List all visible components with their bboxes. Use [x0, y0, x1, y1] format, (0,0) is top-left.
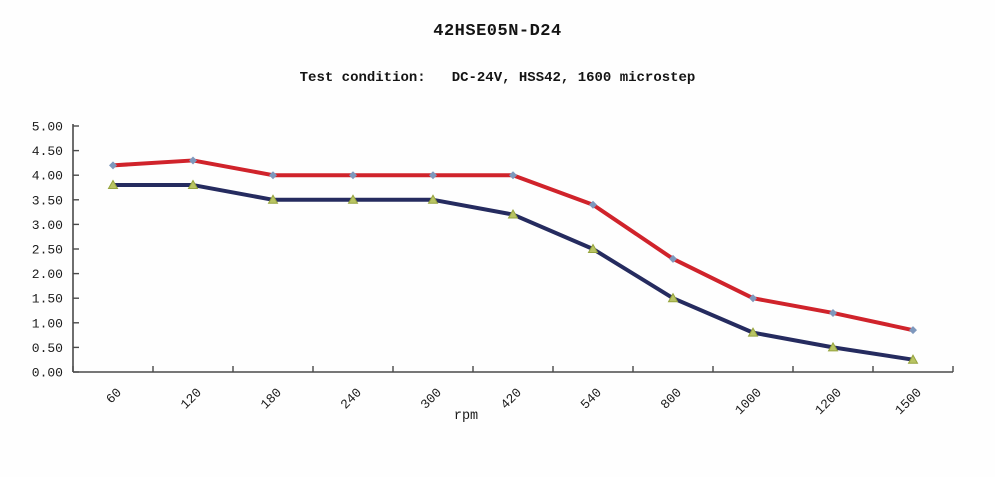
triangle-marker — [667, 292, 679, 303]
diamond-marker — [429, 171, 437, 180]
triangle-marker — [427, 194, 439, 204]
y-tick-label: 4.00 — [32, 169, 63, 184]
x-tick-label: 300 — [418, 385, 445, 412]
diamond-marker — [509, 171, 517, 180]
triangle-marker — [827, 341, 839, 352]
y-tick-label: 0.50 — [32, 341, 63, 356]
y-tick-labels: 0.00 0.50 1.00 1.50 2.00 2.50 3.00 3.50 4.00 4.50… — [32, 120, 63, 381]
x-tick-label: 540 — [578, 385, 605, 412]
diamond-marker — [269, 171, 277, 180]
diamond-marker — [589, 200, 597, 209]
x-tick-label: 800 — [658, 385, 685, 412]
diamond-marker — [749, 294, 757, 303]
triangle-marker — [187, 179, 199, 190]
x-tick-label: 1500 — [892, 385, 925, 418]
diamond-marker — [829, 308, 837, 317]
series-red-upper-curve — [111, 158, 915, 333]
y-tick-label: 1.00 — [32, 316, 63, 331]
x-tick-label: 420 — [498, 385, 525, 412]
x-ticks — [72, 366, 954, 372]
torque-curve-chart: 0.00 0.50 1.00 1.50 2.00 2.50 3.00 3.50 4.00 4.50… — [32, 120, 954, 424]
triangle-marker — [507, 209, 519, 219]
y-tick-label: 2.50 — [32, 243, 63, 258]
diamond-marker — [109, 161, 117, 170]
triangle-marker — [747, 327, 759, 337]
triangle-marker — [107, 179, 119, 190]
test-condition-value: DC-24V, HSS42, 1600 microstep — [451, 70, 696, 86]
x-tick-label: 240 — [338, 385, 365, 412]
triangle-marker — [347, 194, 359, 204]
y-tick-label: 1.50 — [32, 292, 63, 307]
chart-region: 0.00 0.50 1.00 1.50 2.00 2.50 3.00 3.50 4.00 4.50… — [0, 110, 995, 470]
chart-title: 42HSE05N-D24 — [433, 22, 562, 41]
diamond-marker — [909, 326, 917, 335]
y-tick-label: 0.00 — [32, 366, 63, 381]
x-tick-label: 60 — [103, 385, 125, 407]
diamond-marker — [669, 254, 677, 263]
y-tick-label: 5.00 — [32, 120, 63, 135]
triangle-marker — [267, 194, 279, 204]
markers-navy-lower-curve — [107, 179, 919, 364]
test-condition-label: Test condition: — [299, 70, 426, 86]
x-tick-labels: 60 120 180 240 300 420 540 800 1000 1200 1500 — [103, 385, 925, 418]
y-tick-label: 3.50 — [32, 193, 63, 208]
x-tick-label: 1200 — [812, 385, 845, 418]
diamond-marker — [189, 156, 197, 165]
y-tick-label: 3.00 — [32, 218, 63, 233]
x-tick-label: 120 — [178, 385, 205, 412]
y-tick-label: 2.00 — [32, 267, 63, 282]
markers-red-upper-curve — [109, 156, 917, 335]
triangle-marker — [587, 243, 599, 253]
y-ticks — [73, 125, 79, 373]
triangle-marker — [907, 354, 919, 364]
x-tick-label: 180 — [258, 385, 285, 412]
diamond-marker — [349, 171, 357, 180]
rpm-axis-label: rpm — [454, 409, 478, 424]
x-tick-label: 1000 — [732, 385, 765, 418]
test-condition: Test condition: DC-24V, HSS42, 1600 micro… — [0, 70, 995, 86]
y-tick-label: 4.50 — [32, 144, 63, 159]
